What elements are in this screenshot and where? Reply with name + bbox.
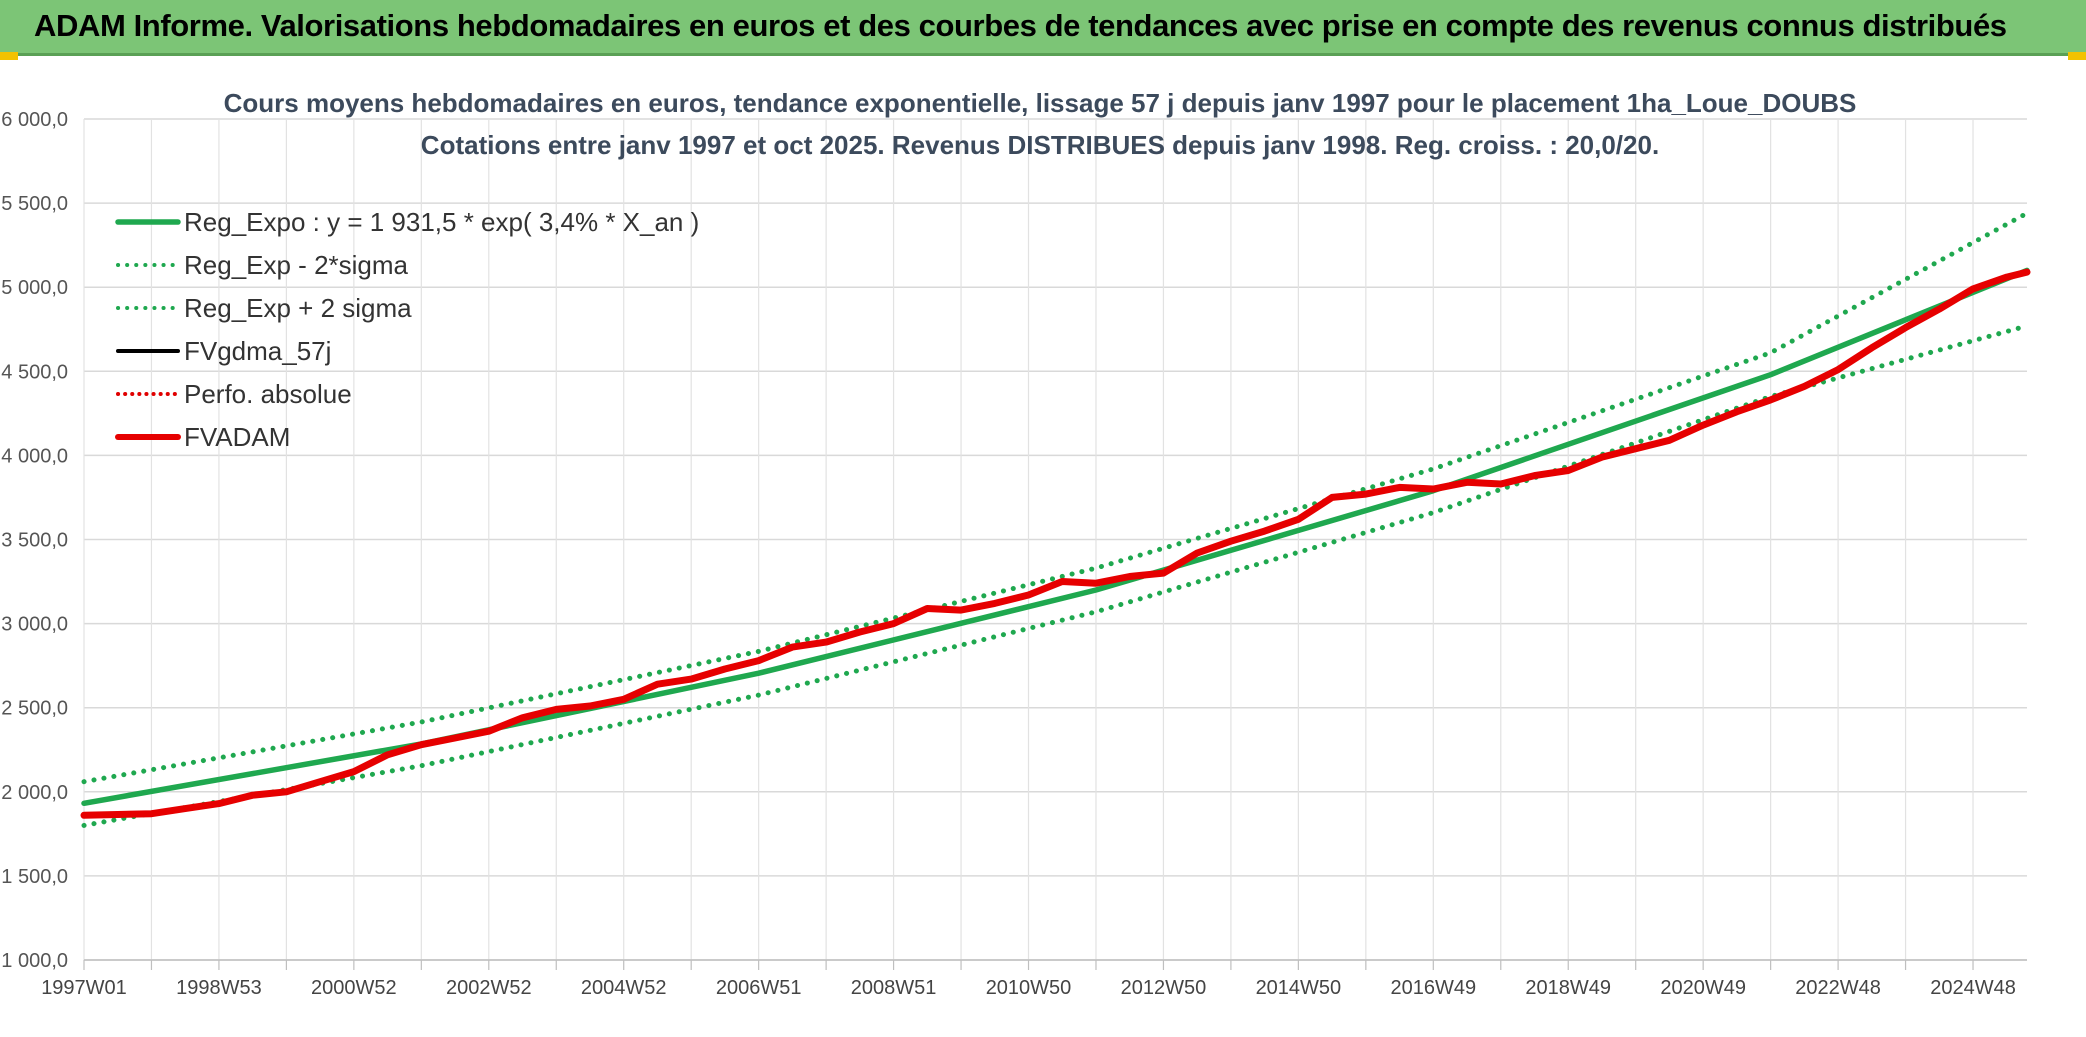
x-tick-label: 2004W52	[581, 977, 667, 999]
corner-accent-right	[2068, 52, 2086, 60]
x-tick-label: 2010W50	[986, 977, 1072, 999]
y-tick-label: 4 000,0	[1, 445, 68, 467]
series-line-3	[82, 270, 2029, 817]
chart-title-block: Cours moyens hebdomadaires en euros, ten…	[224, 88, 1857, 160]
legend-label-3: FVgdma_57j	[184, 336, 331, 366]
y-tick-label: 1 500,0	[1, 866, 68, 888]
x-tick-label: 2000W52	[311, 977, 397, 999]
corner-accent-left	[0, 52, 18, 60]
x-tick-label: 2024W48	[1930, 977, 2016, 999]
x-tick-label: 2022W48	[1795, 977, 1881, 999]
series-line-1	[81, 323, 2030, 828]
legend-label-0: Reg_Expo : y = 1 931,5 * exp( 3,4% * X_a…	[184, 207, 699, 237]
axis-layer: 1 000,0 1 500,0 2 000,0 2 500,0 3 000,0 3 500…	[1, 109, 2027, 999]
chart-title-line-2: Cotations entre janv 1997 et oct 2025. R…	[421, 130, 1659, 160]
x-tick-label: 2012W50	[1121, 977, 1207, 999]
grid-layer	[83, 118, 2027, 961]
y-tick-label: 1 000,0	[1, 950, 68, 972]
y-tick-label: 5 000,0	[1, 277, 68, 299]
chart-title-line-1: Cours moyens hebdomadaires en euros, ten…	[224, 88, 1857, 118]
chart-legend: Reg_Expo : y = 1 931,5 * exp( 3,4% * X_a…	[115, 207, 699, 452]
x-tick-label: 2014W50	[1256, 977, 1342, 999]
series-line-0	[81, 267, 2030, 807]
y-tick-label: 3 000,0	[1, 614, 68, 636]
x-tick-label: 1998W53	[176, 977, 262, 999]
y-tick-label: 6 000,0	[1, 109, 68, 131]
y-tick-label: 2 500,0	[1, 698, 68, 720]
series-line-5	[80, 268, 2031, 819]
y-tick-label: 5 500,0	[1, 193, 68, 215]
x-tick-label: 2006W51	[716, 977, 802, 999]
legend-label-4: Perfo. absolue	[184, 379, 352, 409]
x-tick-label: 2018W49	[1525, 977, 1611, 999]
y-tick-label: 2 000,0	[1, 782, 68, 804]
y-tick-label: 4 500,0	[1, 361, 68, 383]
series-layer	[80, 210, 2031, 828]
report-title: ADAM Informe. Valorisations hebdomadaire…	[34, 8, 2007, 43]
x-tick-label: 2008W51	[851, 977, 937, 999]
x-tick-label: 2002W52	[446, 977, 532, 999]
x-tick-label: 2020W49	[1660, 977, 1746, 999]
y-tick-label: 3 500,0	[1, 530, 68, 552]
trend-chart: 1 000,0 1 500,0 2 000,0 2 500,0 3 000,0 3 500…	[1, 88, 2031, 999]
series-line-2	[81, 210, 2030, 785]
x-tick-label: 2016W49	[1390, 977, 1476, 999]
legend-label-2: Reg_Exp + 2 sigma	[184, 293, 412, 323]
legend-label-5: FVADAM	[184, 422, 290, 452]
report-header-banner: ADAM Informe. Valorisations hebdomadaire…	[0, 0, 2086, 56]
x-tick-label: 1997W01	[41, 977, 127, 999]
chart-frame: 1 000,0 1 500,0 2 000,0 2 500,0 3 000,0 3 500…	[0, 59, 2086, 1037]
legend-label-1: Reg_Exp - 2*sigma	[184, 250, 409, 280]
